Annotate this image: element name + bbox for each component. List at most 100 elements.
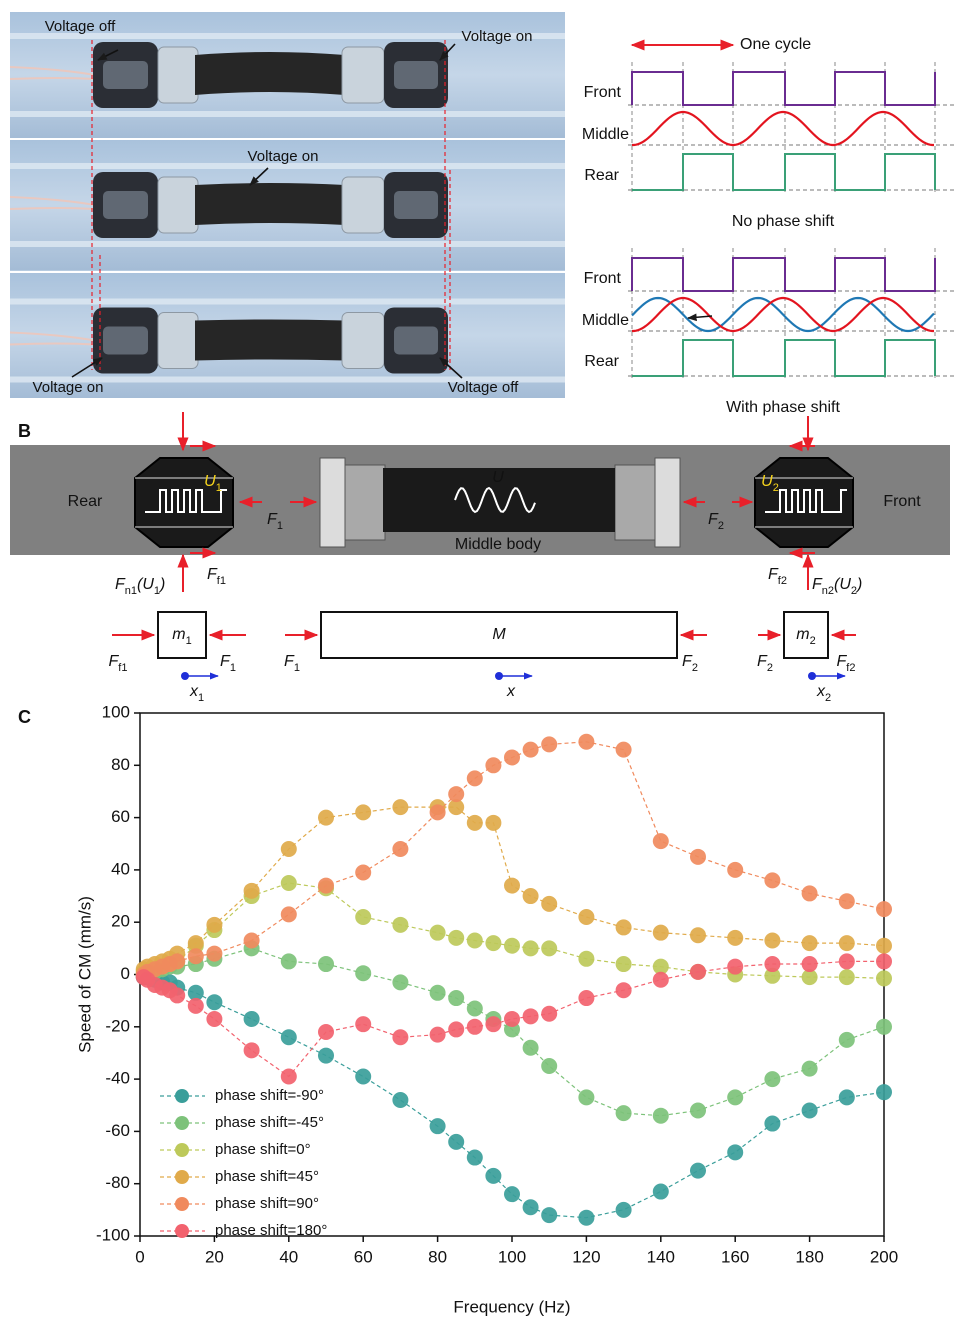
subscript: 2 xyxy=(773,482,779,494)
data-point xyxy=(652,958,669,975)
data-point xyxy=(429,1026,446,1043)
data-point xyxy=(466,814,483,831)
y-tick-label: 80 xyxy=(111,755,130,774)
legend-marker xyxy=(175,1143,189,1157)
voltage-label: U2 xyxy=(761,473,779,494)
glass-band xyxy=(10,298,565,305)
clamp xyxy=(341,176,385,234)
series-line xyxy=(143,806,885,970)
data-point xyxy=(876,901,892,918)
data-point xyxy=(522,1039,539,1056)
wires xyxy=(9,196,96,210)
data-point xyxy=(243,1010,260,1027)
end-cap xyxy=(614,464,656,541)
data-point xyxy=(280,840,297,857)
clamp xyxy=(341,46,385,104)
symbol: ) xyxy=(855,576,862,593)
data-point xyxy=(876,937,892,954)
data-point xyxy=(876,970,892,987)
symbol: F xyxy=(837,653,848,670)
pointer xyxy=(439,43,456,61)
photo-label: Voltage off xyxy=(45,18,116,35)
data-point xyxy=(448,786,465,803)
data-point xyxy=(578,950,595,967)
data-point xyxy=(280,1029,297,1046)
data-point xyxy=(838,953,855,970)
sine-icon xyxy=(454,486,536,514)
data-point xyxy=(485,1167,502,1184)
data-point xyxy=(206,1010,223,1027)
symbol: F xyxy=(757,653,768,670)
data-point xyxy=(448,1133,465,1150)
data-point xyxy=(652,924,669,941)
data-point xyxy=(838,1031,855,1048)
data-point xyxy=(727,861,744,878)
data-point xyxy=(466,932,483,949)
data-point xyxy=(578,1209,595,1226)
y-tick-label: -60 xyxy=(105,1121,130,1140)
force-label: F2 xyxy=(757,653,773,674)
symbol: m xyxy=(172,626,185,643)
data-point xyxy=(243,882,260,899)
subscript: 2 xyxy=(692,662,698,674)
subscript: n2 xyxy=(822,585,834,597)
data-point xyxy=(541,1005,558,1022)
data-point xyxy=(727,958,744,975)
data-point xyxy=(504,937,520,954)
symbol: F xyxy=(115,576,126,593)
voltage-label: U1 xyxy=(204,473,222,494)
data-point xyxy=(801,956,818,973)
data-point xyxy=(485,935,502,952)
data-point xyxy=(355,864,372,881)
data-point xyxy=(838,935,855,952)
data-point xyxy=(280,874,297,891)
data-point xyxy=(615,919,632,936)
data-point xyxy=(206,994,223,1011)
legend-marker xyxy=(175,1170,189,1184)
data-point xyxy=(169,987,186,1004)
glass-band xyxy=(10,376,565,383)
data-point xyxy=(690,963,706,980)
data-point xyxy=(466,1000,483,1017)
row-label: Rear xyxy=(584,353,619,370)
y-tick-label: -100 xyxy=(96,1225,130,1244)
legend-label: phase shift=-90° xyxy=(215,1087,324,1104)
subscript: 2 xyxy=(767,662,773,674)
x-tick-label: 140 xyxy=(647,1247,675,1266)
x-tick-label: 60 xyxy=(354,1247,373,1266)
legend-marker xyxy=(175,1089,189,1103)
force-label: Ff1 xyxy=(207,566,226,587)
data-point xyxy=(318,1024,334,1041)
pointer xyxy=(71,357,103,378)
data-point xyxy=(615,982,632,999)
y-tick-label: 100 xyxy=(102,702,130,721)
data-point xyxy=(466,1149,483,1166)
data-point xyxy=(522,1199,539,1216)
legend-marker xyxy=(175,1197,189,1211)
data-point xyxy=(876,953,892,970)
body-tube xyxy=(195,183,345,225)
clamp xyxy=(157,46,199,104)
symbol: F xyxy=(267,511,278,528)
body-label: Middle body xyxy=(455,536,541,553)
wires xyxy=(9,66,96,80)
legend-label: phase shift=90° xyxy=(215,1195,319,1212)
symbol: x xyxy=(816,683,826,700)
glass-band xyxy=(10,33,565,39)
legend-marker xyxy=(175,1116,189,1130)
data-point xyxy=(652,833,669,850)
square-wave xyxy=(631,257,936,292)
data-point xyxy=(392,840,409,857)
front-cup-window xyxy=(394,191,438,219)
glass-band xyxy=(10,241,565,247)
data-point xyxy=(169,953,186,970)
data-point xyxy=(690,1162,706,1179)
data-point xyxy=(764,932,781,949)
symbol: F xyxy=(220,653,231,670)
data-point xyxy=(615,1105,632,1122)
data-point xyxy=(392,1029,409,1046)
data-point xyxy=(504,1010,520,1027)
force-label: F1 xyxy=(284,653,300,674)
square-wave-icon xyxy=(145,489,227,513)
